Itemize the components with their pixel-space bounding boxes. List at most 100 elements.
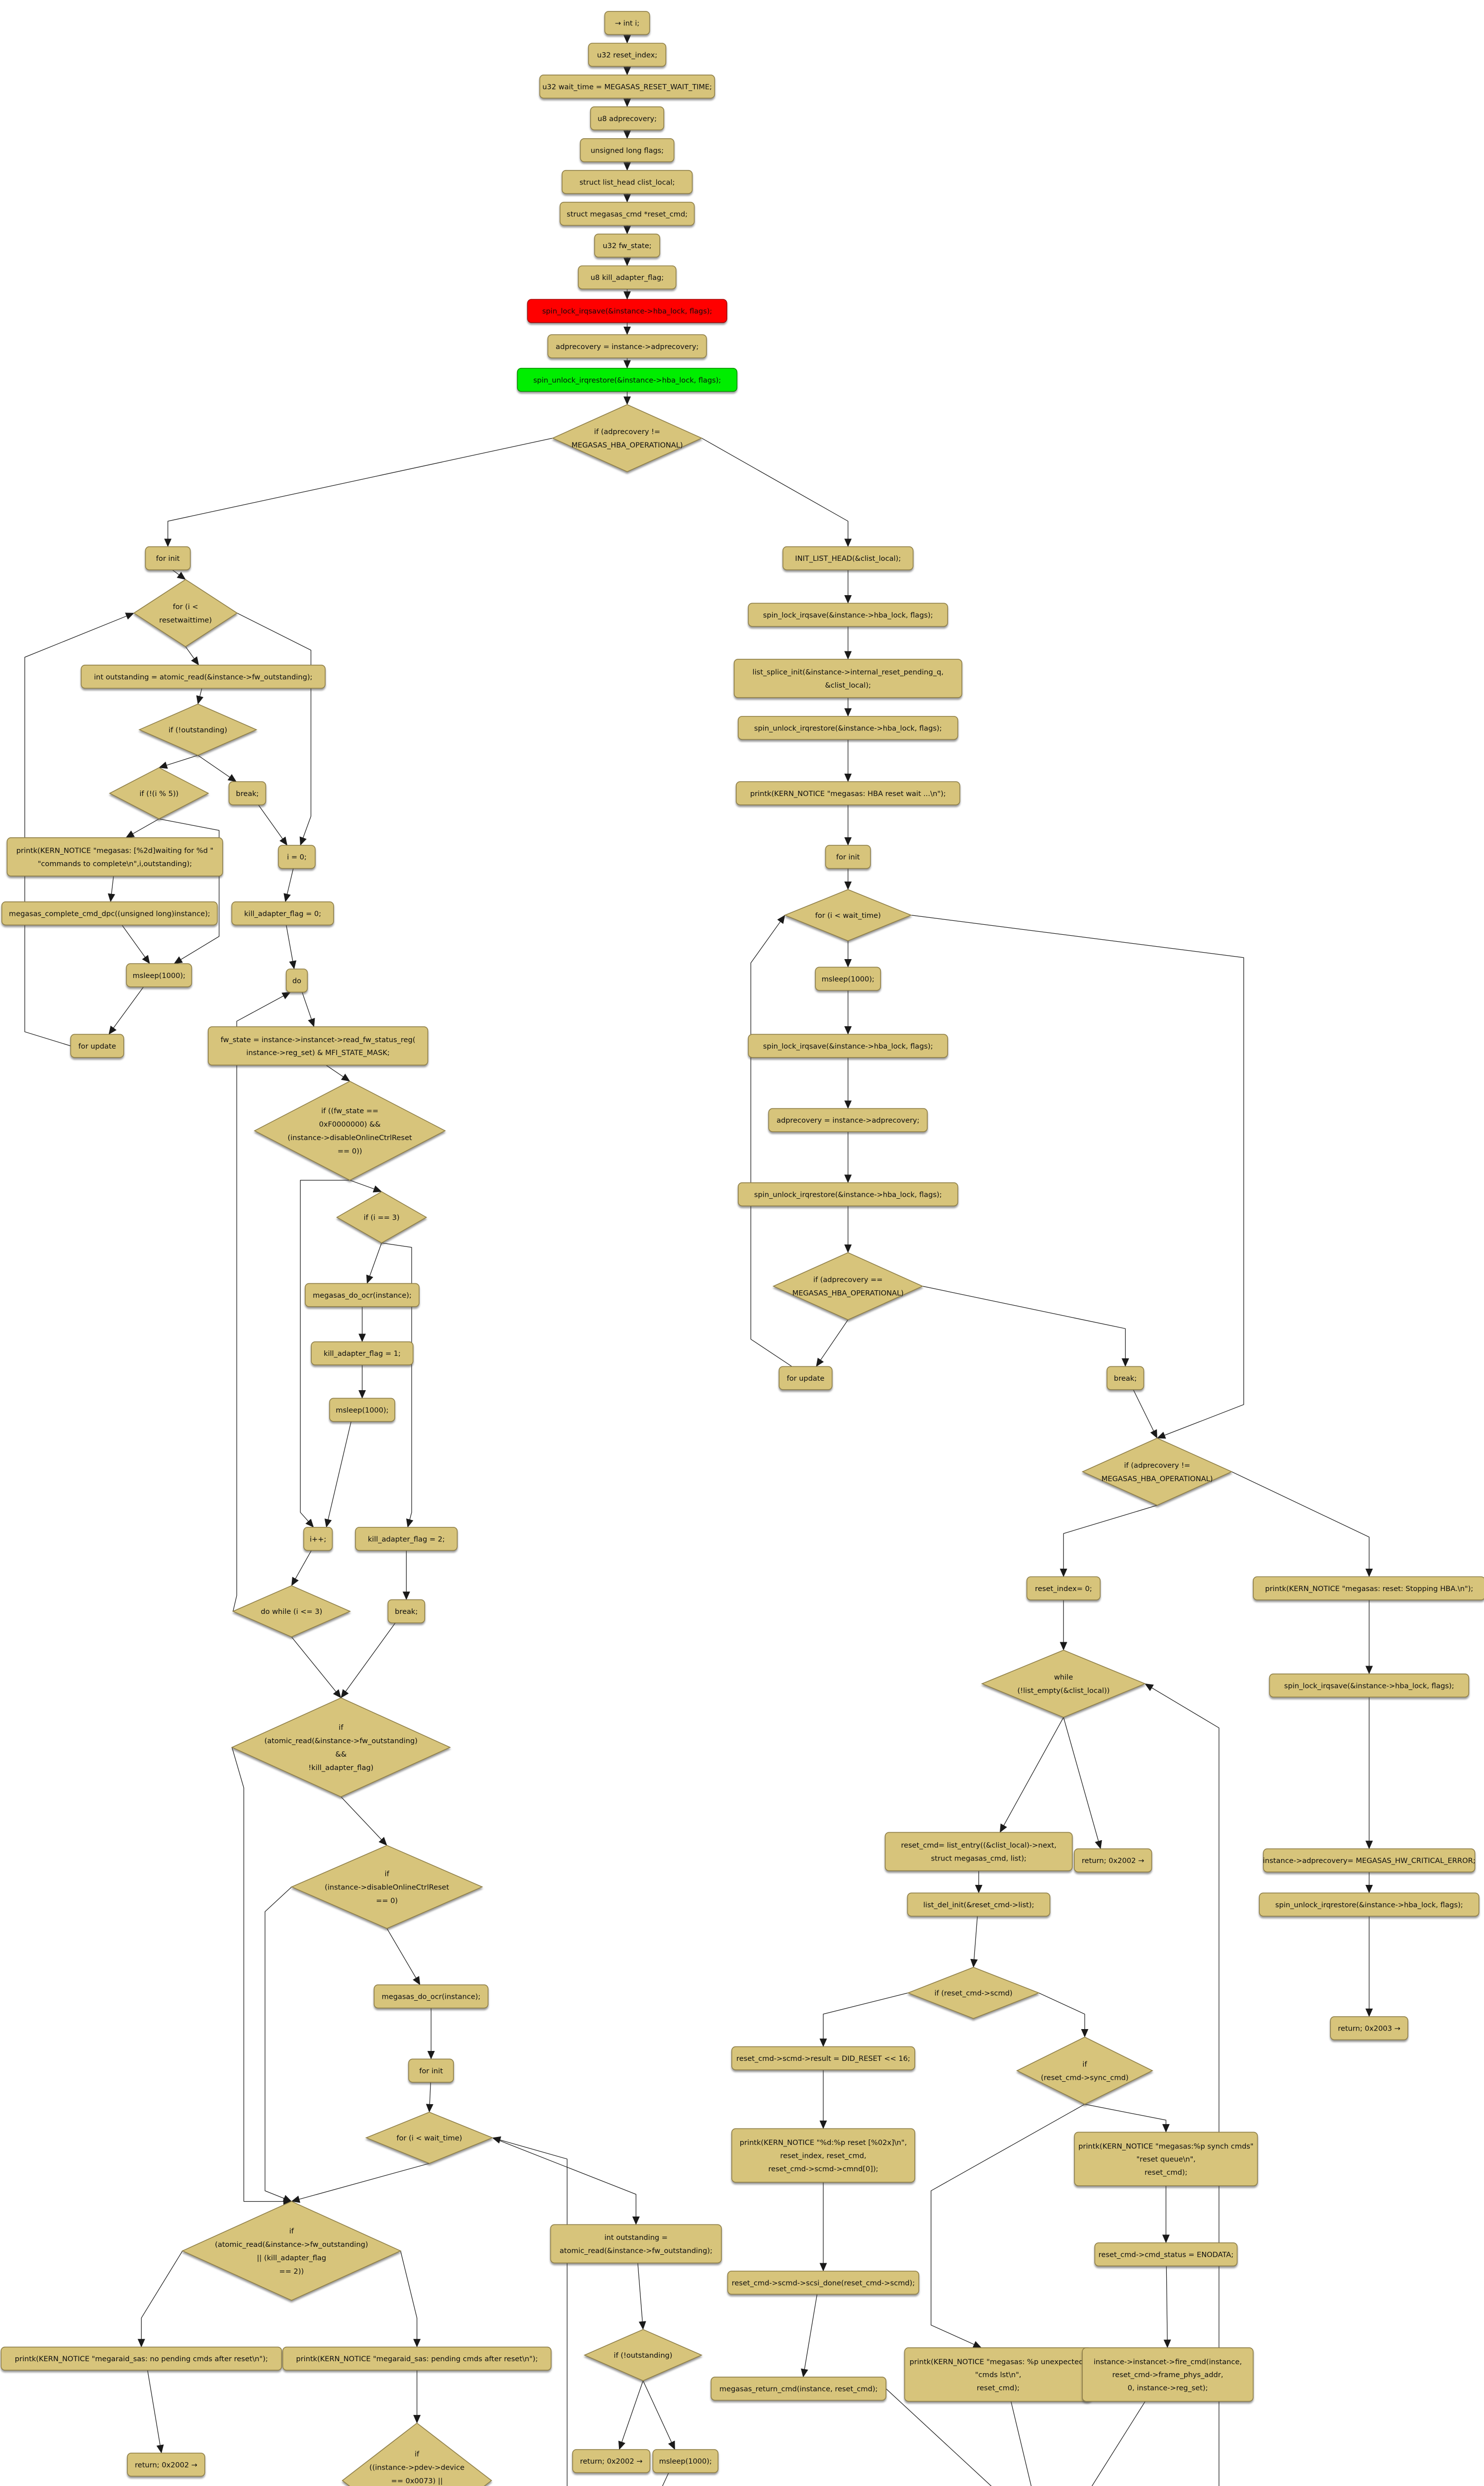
flow-edge-n37-n42 [232, 1747, 292, 2206]
flow-node-n93: instance->instancet->fire_cmd(instance, r… [1082, 2347, 1254, 2402]
flow-box [231, 901, 334, 926]
flow-node-n34: kill_adapter_flag = 2; [355, 1526, 458, 1551]
flow-node-n44: printk(KERN_NOTICE "megaraid_sas: pendin… [282, 2346, 552, 2371]
flow-node-n66: msleep(1000); [815, 967, 881, 991]
flow-node-label: i = 0; [287, 853, 307, 862]
flow-edge-n23-n25 [286, 925, 297, 970]
flow-node-n60: spin_lock_irqsave(&instance->hba_lock, f… [748, 603, 948, 627]
flow-node-n92: printk(KERN_NOTICE "megasas: %p unexpect… [904, 2347, 1092, 2402]
flow-node-label: reset_cmd->scmd->scsi_done(reset_cmd->sc… [732, 2279, 915, 2287]
flow-edge-n41-n42 [291, 2163, 430, 2203]
flow-box-highlight-red [527, 299, 727, 323]
flow-node-label: spin_lock_irqsave(&instance->hba_lock, f… [1284, 1682, 1454, 1690]
flow-node-label: list_del_init(&reset_cmd->list); [923, 1901, 1034, 1909]
node-layer: → int i; u32 reset_index; u32 wait_time = … [0, 11, 1484, 2486]
flow-node-n63: printk(KERN_NOTICE "megasas: HBA reset w… [735, 781, 960, 805]
flow-box [329, 1398, 395, 1422]
flow-box [578, 265, 677, 289]
flow-node-label: unsigned long flags; [591, 146, 664, 155]
flow-node-n75: printk(KERN_NOTICE "megasas: reset: Stop… [1253, 1576, 1484, 1600]
flow-node-n46: if((instance->pdev->device== 0x0073) ||(… [342, 2422, 492, 2486]
flow-edge-n91-n94 [885, 2388, 992, 2486]
flow-edge-n65-n73 [911, 915, 1244, 1439]
flow-edge-n15-n21 [237, 613, 312, 846]
flow-box [1330, 2016, 1408, 2041]
flow-box [815, 967, 881, 991]
flow-node-n81: list_del_init(&reset_cmd->list); [907, 1892, 1050, 1917]
flow-node-n20: printk(KERN_NOTICE "megasas: [%2d]waitin… [6, 837, 223, 877]
flow-node-n36: break; [387, 1599, 426, 1623]
flow-node-n14: for init [145, 546, 191, 570]
flow-box [145, 546, 191, 570]
flow-edge-n43-n45 [147, 2370, 164, 2454]
flow-node-n79: return; 0x2002 → [1074, 1848, 1152, 1872]
flow-node-n65: for (i < wait_time) [784, 889, 912, 942]
flow-node-n74: reset_index= 0; [1026, 1576, 1101, 1600]
flow-node-label: reset_cmd= list_entry((&clist_local)->ne… [901, 1841, 1056, 1863]
flow-edge-n20-n22 [107, 876, 115, 902]
flow-node-label: u32 fw_state; [603, 242, 651, 250]
flow-node-label: printk(KERN_NOTICE "megaraid_sas: pendin… [296, 2355, 537, 2363]
flow-node-n90: reset_cmd->cmd_status = ENODATA; [1094, 2242, 1238, 2267]
flow-box [735, 781, 960, 805]
flow-node-label: return; 0x2003 → [1338, 2025, 1400, 2033]
flow-box [1259, 1892, 1480, 1917]
flow-edge-n38-n42 [264, 1886, 292, 2202]
flow-box [907, 1892, 1050, 1917]
flow-edge-n28-n29 [349, 1180, 382, 1193]
flow-node-label: u32 wait_time = MEGASAS_RESET_WAIT_TIME; [542, 83, 712, 91]
flow-box [1263, 1848, 1476, 1872]
flow-node-n38: if (instance->disableOnlineCtrlReset == 0) [290, 1845, 483, 1929]
flow-box [738, 715, 959, 740]
flow-node-label: printk(KERN_NOTICE "%d:%p reset [%02x]\n… [740, 2138, 907, 2173]
flow-edge-n90-n93 [1163, 2266, 1171, 2348]
flow-decision-diamond [336, 1191, 428, 1243]
flow-node-label: int outstanding = atomic_read(&instance-… [94, 673, 312, 681]
flow-node-label: kill_adapter_flag = 0; [244, 909, 321, 918]
flow-node-n8: u32 fw_state; [594, 233, 660, 258]
flow-node-label: megasas_do_ocr(instance); [382, 1993, 481, 2001]
flow-decision-diamond [1081, 1437, 1233, 1506]
flow-box [1106, 1366, 1144, 1390]
flow-node-label: struct megasas_cmd *reset_cmd; [567, 210, 688, 218]
flow-edge-n76-n79 [1063, 1717, 1102, 1850]
flow-box [81, 664, 326, 689]
flow-node-n10: spin_lock_irqsave(&instance->hba_lock, f… [527, 299, 727, 323]
flow-node-n11: adprecovery = instance->adprecovery; [547, 334, 707, 358]
flow-edge-n22-n24 [121, 925, 150, 964]
flow-box [779, 1366, 833, 1390]
flow-box [1253, 1576, 1484, 1600]
flow-node-n89: reset_cmd->scmd->scsi_done(reset_cmd->sc… [727, 2270, 919, 2295]
flow-edge-n86-n92 [931, 2104, 1085, 2348]
flow-node-n85: reset_cmd->scmd->result = DID_RESET << 1… [731, 2046, 915, 2070]
flow-edge-n35-n25 [233, 991, 291, 1611]
flow-node-n26: for update [70, 1034, 124, 1058]
flow-node-n69: spin_unlock_irqrestore(&instance->hba_lo… [738, 1182, 959, 1207]
flow-node-label: for init [836, 853, 860, 862]
flow-node-n32: msleep(1000); [329, 1398, 395, 1422]
flow-box [311, 1341, 414, 1366]
flow-box [652, 2449, 719, 2474]
flow-edge-n28-n33 [300, 1180, 350, 1528]
flow-edge-n55-n57 [642, 2380, 676, 2450]
flow-decision-diamond [290, 1845, 483, 1929]
flow-node-label: if (i == 3) [364, 1214, 400, 1222]
flow-node-n87: printk(KERN_NOTICE "%d:%p reset [%02x]\n… [731, 2128, 915, 2183]
flow-node-n45: return; 0x2002 → [127, 2452, 205, 2477]
flow-node-n88: printk(KERN_NOTICE "megasas:%p synch cmd… [1074, 2131, 1258, 2186]
flow-box [559, 201, 695, 226]
flow-edge-n38-n39 [386, 1928, 421, 1985]
flow-decision-diamond [232, 1585, 351, 1638]
flow-node-n40: for init [408, 2058, 454, 2083]
flow-box [588, 43, 667, 67]
flow-edge-n36-n37 [341, 1622, 396, 1698]
flow-box [228, 781, 266, 805]
flow-decision-diamond [138, 704, 258, 756]
flow-node-n43: printk(KERN_NOTICE "megaraid_sas: no pen… [0, 2346, 282, 2371]
flow-decision-diamond [1016, 2037, 1153, 2105]
flow-edge-n19-n21 [258, 804, 288, 846]
flow-node-n16: int outstanding = atomic_read(&instance-… [81, 664, 326, 689]
flow-edge-n41-n54 [492, 2137, 640, 2225]
flow-node-label: if (adprecovery != MEGASAS_HBA_OPERATIONA… [1102, 1461, 1213, 1483]
